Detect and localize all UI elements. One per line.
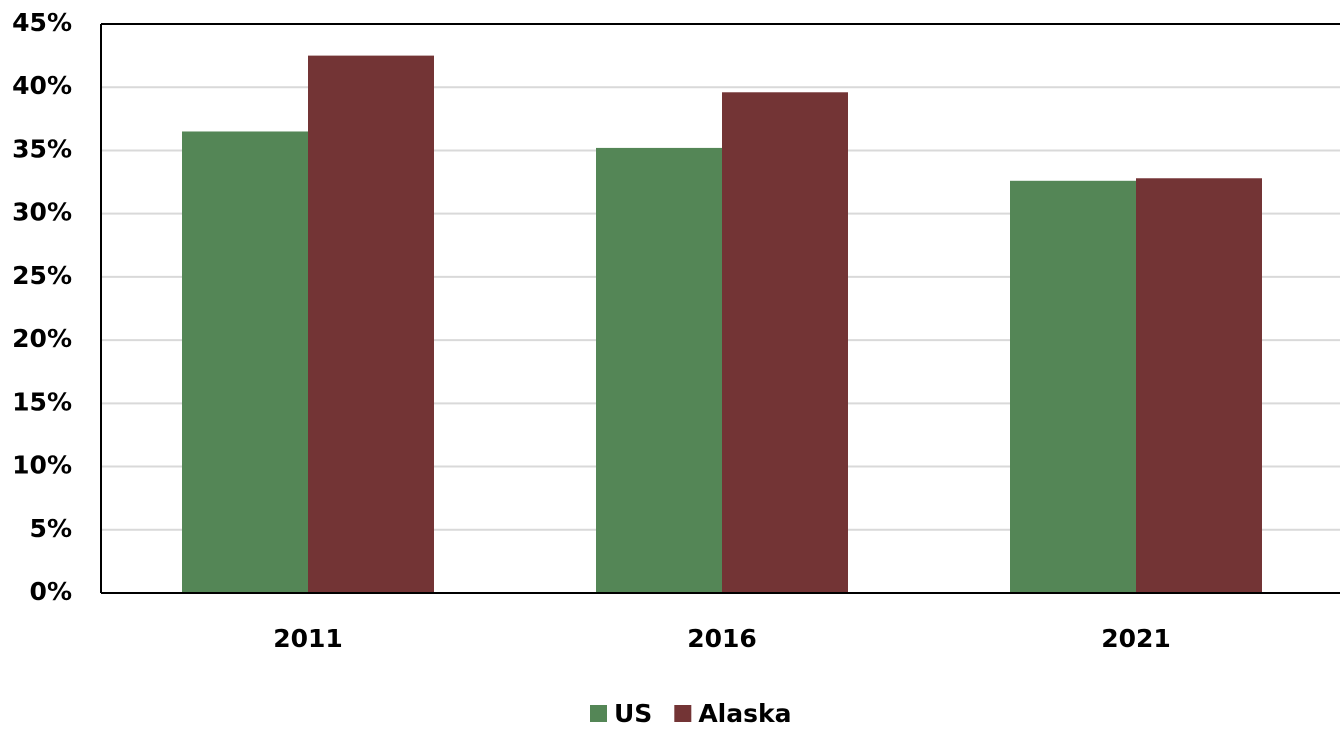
- y-tick-label: 45%: [12, 8, 72, 37]
- legend-label: US: [614, 699, 652, 728]
- bar: [722, 92, 848, 593]
- bar: [596, 147, 722, 593]
- y-tick-label: 5%: [30, 514, 72, 543]
- y-tick-label: 20%: [12, 324, 72, 353]
- x-tick-label: 2011: [273, 624, 343, 653]
- legend-label: Alaska: [698, 699, 791, 728]
- y-tick-label: 25%: [12, 261, 72, 290]
- x-tick-label: 2016: [687, 624, 757, 653]
- x-tick-label: 2021: [1101, 624, 1171, 653]
- bar: [1136, 178, 1262, 594]
- legend-swatch: [590, 705, 607, 722]
- y-tick-label: 0%: [30, 577, 72, 606]
- y-tick-label: 15%: [12, 387, 72, 416]
- bar: [308, 55, 434, 594]
- bar: [182, 131, 308, 593]
- bar: [1010, 180, 1136, 593]
- y-tick-label: 10%: [12, 451, 72, 480]
- y-tick-label: 40%: [12, 71, 72, 100]
- legend-swatch: [674, 705, 692, 722]
- y-tick-label: 35%: [12, 134, 72, 163]
- y-tick-label: 30%: [12, 198, 72, 227]
